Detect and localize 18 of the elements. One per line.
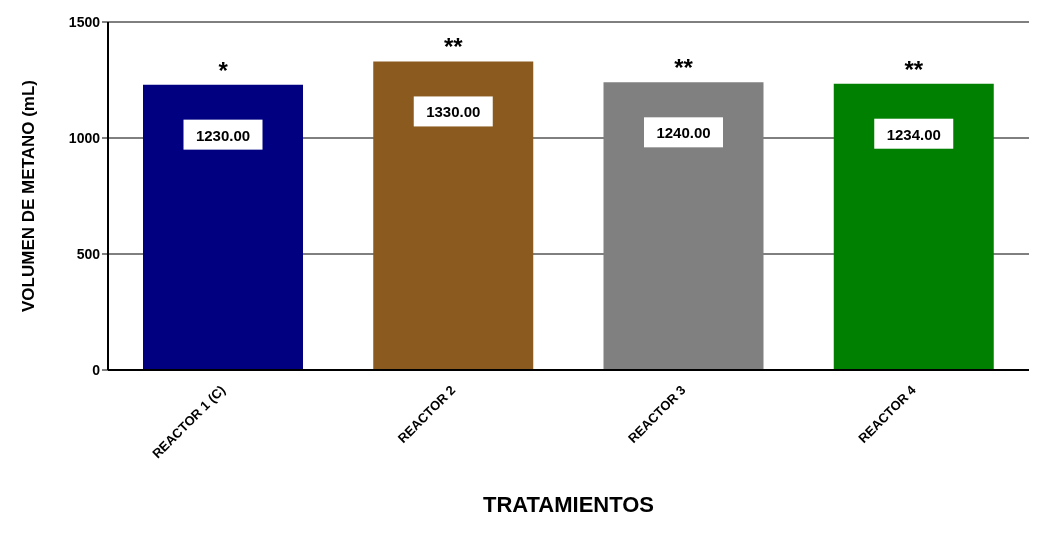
data-label: 1234.00 (886, 125, 941, 143)
data-label: 1330.00 (426, 103, 481, 121)
data-label: 1240.00 (656, 124, 711, 142)
y-tick-label: 0 (92, 361, 101, 378)
y-tick-label: 1500 (68, 13, 101, 30)
bar (603, 82, 764, 370)
annotation: * (218, 56, 229, 84)
bar (833, 83, 994, 370)
bar (143, 84, 303, 370)
y-axis-title: VOLUMEN DE METANO (mL) (19, 79, 39, 313)
y-tick-label: 500 (76, 245, 101, 262)
x-axis-title: TRATAMIENTOS (482, 492, 655, 517)
data-label: 1230.00 (195, 126, 251, 144)
y-tick-label: 1000 (68, 129, 101, 146)
bar (373, 61, 534, 370)
annotation: ** (444, 33, 464, 61)
annotation: ** (674, 54, 694, 82)
annotation: ** (904, 55, 924, 83)
